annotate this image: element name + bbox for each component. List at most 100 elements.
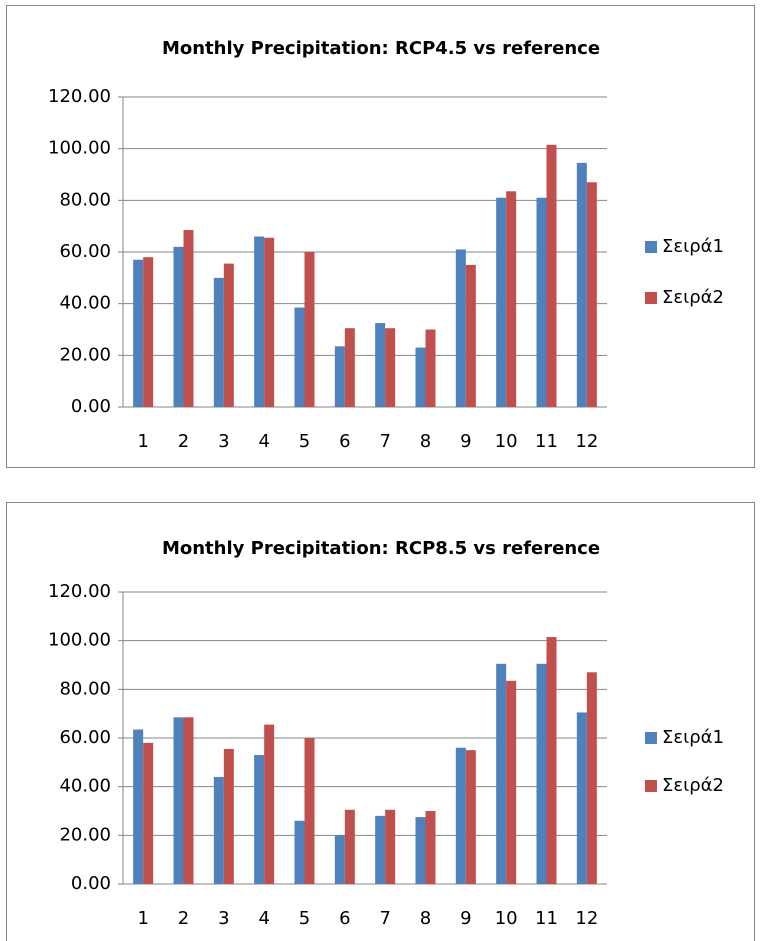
bar xyxy=(344,809,355,884)
x-tick-label: 11 xyxy=(535,908,558,929)
bar xyxy=(254,236,265,407)
x-tick-label: 2 xyxy=(178,431,189,452)
bar xyxy=(375,815,386,884)
bar xyxy=(334,835,345,884)
bar xyxy=(133,259,144,407)
y-tick-label: 120.00 xyxy=(48,581,111,602)
legend-label: Σειρά1 xyxy=(662,236,724,257)
bar xyxy=(213,776,224,884)
x-tick-label: 9 xyxy=(460,908,471,929)
legend-swatch xyxy=(645,241,657,253)
x-tick-label: 2 xyxy=(178,908,189,929)
bar xyxy=(546,637,557,884)
y-tick-label: 80.00 xyxy=(59,678,111,699)
bar xyxy=(536,663,547,884)
bar xyxy=(506,680,517,884)
legend-label: Σειρά1 xyxy=(662,727,724,748)
x-tick-label: 6 xyxy=(339,908,350,929)
x-tick-label: 12 xyxy=(575,431,598,452)
x-tick-label: 7 xyxy=(379,908,390,929)
x-tick-label: 10 xyxy=(495,908,518,929)
y-tick-label: 40.00 xyxy=(59,776,111,797)
bar xyxy=(183,230,194,407)
x-tick-label: 4 xyxy=(258,908,269,929)
bar xyxy=(133,729,144,884)
legend-label: Σειρά2 xyxy=(662,287,724,308)
x-tick-label: 9 xyxy=(460,431,471,452)
y-tick-label: 0.00 xyxy=(71,396,111,417)
bar xyxy=(254,755,265,884)
bar xyxy=(496,197,507,407)
x-tick-label: 3 xyxy=(218,908,229,929)
y-tick-label: 20.00 xyxy=(59,824,111,845)
bar xyxy=(223,263,234,407)
bar xyxy=(496,663,507,884)
bar xyxy=(415,347,426,407)
bar xyxy=(425,329,436,407)
x-tick-label: 7 xyxy=(379,431,390,452)
x-tick-label: 8 xyxy=(420,908,431,929)
bar xyxy=(536,197,547,407)
legend-swatch xyxy=(645,292,657,304)
bar xyxy=(465,264,476,407)
x-tick-label: 8 xyxy=(420,431,431,452)
x-tick-label: 1 xyxy=(137,908,148,929)
bar xyxy=(173,246,184,407)
bar xyxy=(425,811,436,884)
legend-label: Σειρά2 xyxy=(662,775,724,796)
bar xyxy=(385,809,396,884)
chart-frame xyxy=(6,5,755,468)
y-tick-label: 100.00 xyxy=(48,138,111,159)
bar xyxy=(213,277,224,407)
chart-title: Monthly Precipitation: RCP8.5 vs referen… xyxy=(162,538,600,559)
bar xyxy=(415,817,426,884)
bar xyxy=(304,252,315,407)
y-tick-label: 20.00 xyxy=(59,344,111,365)
bar xyxy=(546,144,557,407)
x-tick-label: 10 xyxy=(495,431,518,452)
bar xyxy=(334,346,345,407)
y-tick-label: 120.00 xyxy=(48,86,111,107)
x-tick-label: 5 xyxy=(299,431,310,452)
bar xyxy=(143,742,154,884)
bar xyxy=(294,307,305,407)
x-tick-label: 11 xyxy=(535,431,558,452)
bar xyxy=(576,162,587,407)
bar xyxy=(183,717,194,884)
y-tick-label: 40.00 xyxy=(59,293,111,314)
x-tick-label: 1 xyxy=(137,431,148,452)
legend-swatch xyxy=(645,732,657,744)
y-tick-label: 0.00 xyxy=(71,873,111,894)
chart-frame xyxy=(6,502,755,941)
bar xyxy=(264,724,275,884)
bar xyxy=(586,672,597,884)
x-tick-label: 4 xyxy=(258,431,269,452)
x-tick-label: 3 xyxy=(218,431,229,452)
bar xyxy=(294,820,305,884)
bar xyxy=(344,328,355,407)
legend-swatch xyxy=(645,780,657,792)
bar xyxy=(506,191,517,407)
bar xyxy=(223,748,234,884)
x-tick-label: 6 xyxy=(339,431,350,452)
bar xyxy=(465,750,476,884)
bar xyxy=(586,182,597,407)
y-tick-label: 80.00 xyxy=(59,189,111,210)
y-tick-label: 60.00 xyxy=(59,241,111,262)
bar xyxy=(385,328,396,407)
bar xyxy=(455,249,466,407)
bar xyxy=(576,712,587,884)
y-tick-label: 100.00 xyxy=(48,630,111,651)
bar xyxy=(375,323,386,407)
y-tick-label: 60.00 xyxy=(59,727,111,748)
bar xyxy=(143,257,154,407)
bar xyxy=(173,717,184,884)
bar xyxy=(455,747,466,884)
chart-title: Monthly Precipitation: RCP4.5 vs referen… xyxy=(162,38,600,59)
bar xyxy=(304,738,315,884)
bar xyxy=(264,237,275,407)
x-tick-label: 12 xyxy=(575,908,598,929)
x-tick-label: 5 xyxy=(299,908,310,929)
